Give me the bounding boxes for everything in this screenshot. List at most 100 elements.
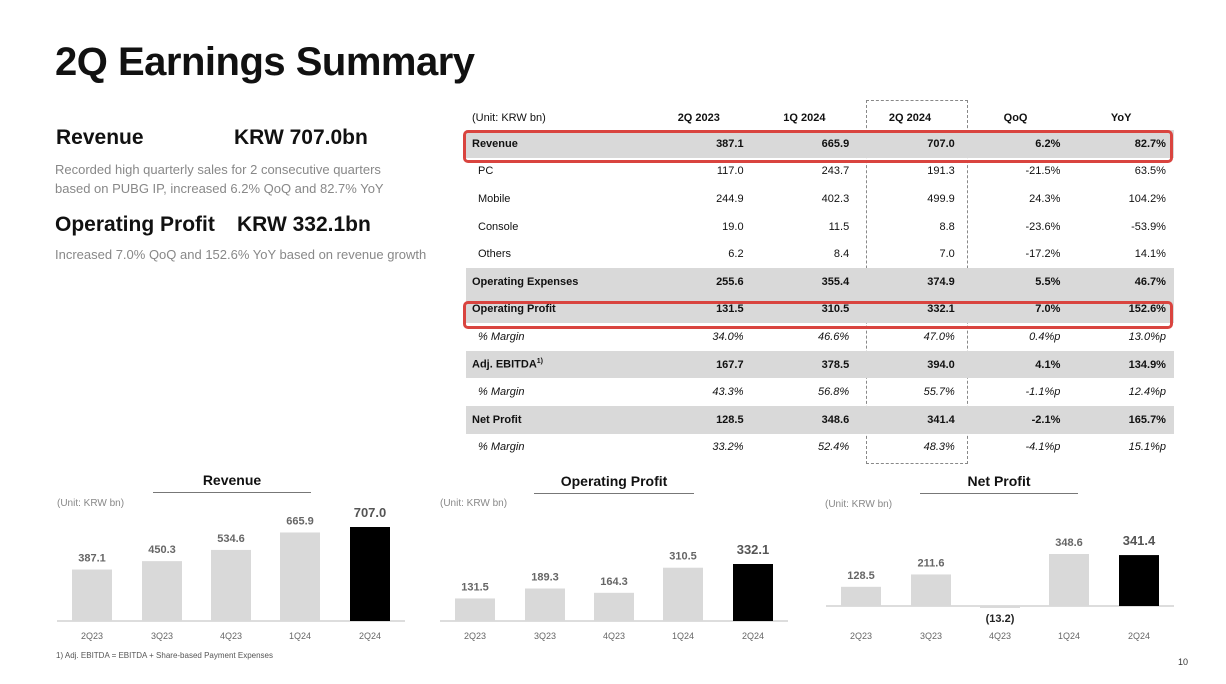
table-row: Operating Expenses 255.6 355.4 374.9 5.5% 46.… [466, 267, 1174, 296]
table-cell: 55.7% [923, 386, 955, 399]
bar [211, 549, 251, 621]
x-tick-label: 4Q23 [603, 631, 625, 641]
bar [455, 598, 495, 621]
table-body: Revenue 387.1 665.9 707.0 6.2% 82.7% PC 117.0 24… [466, 130, 1174, 461]
x-tick-label: 1Q24 [672, 631, 694, 641]
table-cell: 117.0 [716, 165, 744, 178]
x-tick-label: 3Q23 [534, 631, 556, 641]
table-cell: 152.6% [1128, 303, 1166, 316]
table-cell: 348.6 [821, 413, 850, 426]
bar [350, 527, 390, 621]
row-label-text: % Margin [478, 441, 525, 454]
data-label: 348.6 [1055, 537, 1083, 549]
table-header-cell: 2Q 2024 [888, 112, 932, 124]
table-cell: 82.7% [1134, 137, 1166, 150]
table-header-cell: QoQ [1003, 112, 1028, 124]
table-row: Console 19.0 11.5 8.8 -23.6% -53.9% [466, 213, 1174, 241]
table-cell: 394.0 [927, 358, 955, 371]
table-cell: 310.5 [821, 303, 850, 316]
net-profit-chart-rule [920, 493, 1078, 494]
table-row: % Margin 34.0% 46.6% 47.0% 0.4%p 13.0%p [466, 323, 1174, 351]
table-cell: 165.7% [1128, 413, 1166, 426]
table-cell: 355.4 [821, 275, 850, 288]
row-label-text: Mobile [478, 192, 511, 205]
data-label: 387.1 [78, 553, 106, 565]
table-cell: 43.3% [712, 386, 744, 399]
row-label-text: Net Profit [472, 413, 522, 426]
table-row-label: Revenue [466, 138, 646, 150]
table-cell: 15.1%p [1128, 441, 1166, 454]
table-cell: 63.5% [1134, 165, 1166, 178]
table-row-label: % Margin [466, 386, 646, 398]
revenue-chart-unit: (Unit: KRW bn) [57, 498, 125, 509]
row-label-text: % Margin [478, 330, 525, 343]
table-cell: 47.0% [923, 330, 955, 343]
table-cell: 12.4%p [1128, 386, 1166, 399]
table-row: Others 6.2 8.4 7.0 -17.2% 14.1% [466, 240, 1174, 268]
table-header-row: (Unit: KRW bn) 2Q 2023 1Q 2024 2Q 2024 Q… [466, 106, 1174, 130]
table-cell: -4.1%p [1025, 441, 1061, 454]
row-label-text: PC [478, 165, 494, 178]
revenue-desc-line1: Recorded high quarterly sales for 2 cons… [55, 162, 381, 177]
x-tick-label: 2Q23 [464, 631, 486, 641]
bar [1049, 554, 1089, 606]
table-cell: 387.1 [716, 137, 744, 150]
table-cell: 48.3% [923, 441, 955, 454]
op-profit-chart-unit: (Unit: KRW bn) [440, 498, 508, 509]
op-profit-bar-chart: 131.5 2Q23 189.3 3Q23 164.3 4Q23 310.5 1Q24 332.… [440, 542, 788, 641]
table-cell: 4.1% [1035, 358, 1061, 371]
table-row-label: Net Profit [466, 414, 646, 426]
data-label: 332.1 [737, 542, 770, 557]
table-row-label: PC [466, 165, 646, 177]
table-row: Mobile 244.9 402.3 499.9 24.3% 104.2% [466, 185, 1174, 213]
table-row-label: Console [466, 221, 646, 233]
table-row-label: % Margin [466, 441, 646, 453]
table-row: Net Profit 128.5 348.6 341.4 -2.1% 165.7% [466, 405, 1174, 434]
table-cell: 33.2% [712, 441, 744, 454]
table-cell: -21.5% [1025, 165, 1061, 178]
data-label: 128.5 [847, 570, 875, 582]
table-cell: 244.9 [716, 192, 744, 205]
bar [980, 606, 1020, 608]
net-profit-chart-unit: (Unit: KRW bn) [825, 499, 893, 510]
bar [911, 574, 951, 606]
table-row: Adj. EBITDA1) 167.7 378.5 394.0 4.1% 134.9% [466, 350, 1174, 379]
table-row-label: Mobile [466, 193, 646, 205]
row-label-text: Revenue [472, 137, 518, 150]
data-label: 164.3 [600, 576, 628, 588]
x-tick-label: 4Q23 [989, 631, 1011, 641]
op-profit-label: Operating Profit [55, 213, 215, 236]
table-cell: 665.9 [821, 137, 850, 150]
data-label: 310.5 [669, 551, 697, 563]
table-cell: 104.2% [1128, 192, 1166, 205]
op-profit-desc: Increased 7.0% QoQ and 152.6% YoY based … [55, 247, 427, 262]
table-cell: 6.2% [1035, 137, 1061, 150]
revenue-label: Revenue [56, 126, 144, 149]
revenue-row-highlight [463, 130, 1173, 163]
table-cell: 34.0% [712, 330, 744, 343]
bar [594, 592, 634, 621]
data-label: 707.0 [354, 505, 387, 520]
table-cell: 255.6 [716, 275, 744, 288]
page-number: 10 [1178, 657, 1189, 667]
table-cell: 402.3 [821, 192, 850, 205]
table-cell: 374.9 [927, 275, 955, 288]
table-cell: 46.7% [1134, 275, 1166, 288]
row-label-text: Operating Profit [472, 303, 556, 316]
table-cell: 24.3% [1029, 192, 1061, 205]
table-cell: 5.5% [1035, 275, 1061, 288]
table-cell: 8.4 [833, 248, 850, 261]
table-cell: 8.8 [939, 220, 955, 233]
bar [525, 588, 565, 621]
table-cell: 46.6% [817, 330, 850, 343]
table-cell: -53.9% [1131, 220, 1166, 233]
table-row: % Margin 43.3% 56.8% 55.7% -1.1%p 12.4%p [466, 378, 1174, 406]
data-label: (13.2) [986, 613, 1015, 625]
bar [280, 532, 320, 621]
x-tick-label: 2Q24 [742, 631, 764, 641]
table-cell: -2.1% [1031, 413, 1061, 426]
row-label-text: Adj. EBITDA [472, 358, 537, 371]
table-cell: 131.5 [716, 303, 744, 316]
table-cell: 707.0 [927, 137, 955, 150]
